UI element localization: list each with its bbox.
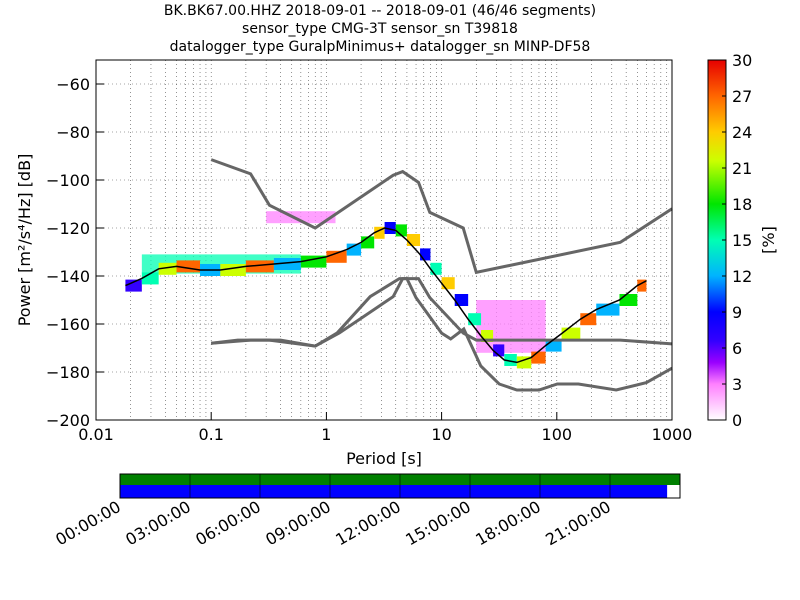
timeline-tick-label: 00:00:00 xyxy=(52,497,124,549)
colorbar-tick-label: 6 xyxy=(732,339,742,358)
colorbar-tick-label: 21 xyxy=(732,159,752,178)
colorbar-ticks: 0 3 6 9 12 15 18 21 24 27 30 xyxy=(722,51,752,430)
density-cell xyxy=(430,262,442,275)
chart-title: BK.BK67.00.HHZ 2018-09-01 -- 2018-09-01 … xyxy=(0,2,760,56)
timeline-bar: 00:00:0003:00:0006:00:0009:00:0012:00:00… xyxy=(52,473,681,549)
density-cell xyxy=(374,226,385,239)
y-tick-label: −180 xyxy=(46,363,90,382)
density-cell xyxy=(273,258,301,270)
density-cell xyxy=(158,262,177,275)
x-axis-label: Period [s] xyxy=(346,449,422,468)
colorbar-tick-label: 0 xyxy=(732,411,742,430)
colorbar-label: [%] xyxy=(759,226,778,254)
title-line-3: datalogger_type GuralpMinimus+ datalogge… xyxy=(169,39,591,55)
colorbar-tick-label: 9 xyxy=(732,303,742,322)
density-cell xyxy=(454,294,469,306)
timeline-tick-label: 12:00:00 xyxy=(332,497,404,549)
colorbar-tick-label: 15 xyxy=(732,231,752,250)
density-cell xyxy=(384,222,396,234)
noise-model-curves xyxy=(125,158,673,392)
segments-bar xyxy=(120,485,668,498)
timeline-tick-label: 21:00:00 xyxy=(542,497,614,549)
median-curve xyxy=(125,227,647,364)
x-tick-label: 0.01 xyxy=(78,425,114,444)
density-cell xyxy=(245,260,274,273)
x-tick-label: 10 xyxy=(431,425,451,444)
timeline-tick-label: 06:00:00 xyxy=(192,497,264,549)
density-band xyxy=(476,300,546,353)
colorbar-tick-label: 27 xyxy=(732,87,752,106)
y-tick-label: −60 xyxy=(56,75,90,94)
density-cell xyxy=(441,277,455,290)
x-tick-label: 1 xyxy=(321,425,331,444)
density-cell xyxy=(420,248,431,261)
density-cell xyxy=(406,234,421,246)
density-cell xyxy=(561,327,581,340)
density-cell xyxy=(637,279,647,292)
density-band xyxy=(266,211,336,224)
colorbar-tick-label: 3 xyxy=(732,375,742,394)
nhnm-curve xyxy=(210,158,673,275)
density-cell xyxy=(493,344,505,357)
density-cell xyxy=(468,313,482,326)
y-tick-label: −160 xyxy=(46,315,90,334)
x-tick-label: 1000 xyxy=(652,425,693,444)
plot-frame xyxy=(95,59,673,421)
grid xyxy=(96,60,672,421)
colorbar-tick-label: 30 xyxy=(732,51,752,70)
density-cell xyxy=(125,279,142,292)
density-cell xyxy=(346,243,362,256)
density-bands xyxy=(125,211,647,369)
y-tick-label: −140 xyxy=(46,267,90,286)
density-cell xyxy=(395,224,407,237)
timeline-tick-label: 03:00:00 xyxy=(122,497,194,549)
colorbar-tick-label: 12 xyxy=(732,267,752,286)
density-cell xyxy=(531,351,546,364)
timeline-tick-label: 09:00:00 xyxy=(262,497,334,549)
y-tick-label: −200 xyxy=(46,411,90,430)
density-cell xyxy=(326,250,347,263)
nlnm-curve xyxy=(211,277,673,392)
axes: 0.01 0.1 1 10 100 1000 −60 −80 −100 −120 −140 −160 −… xyxy=(46,75,692,444)
timeline-tick-label: 15:00:00 xyxy=(402,497,474,549)
x-tick-label: 100 xyxy=(542,425,573,444)
density-cell xyxy=(619,294,638,306)
title-line-1: BK.BK67.00.HHZ 2018-09-01 -- 2018-09-01 … xyxy=(163,3,597,19)
y-tick-label: −120 xyxy=(46,219,90,238)
y-axis-label: Power [m²/s⁴/Hz] [dB] xyxy=(15,154,34,327)
y-tick-label: −100 xyxy=(46,171,90,190)
density-cell xyxy=(504,354,517,366)
colorbar-tick-label: 24 xyxy=(732,123,752,142)
y-tick-label: −80 xyxy=(56,123,90,142)
colorbar-tick-label: 18 xyxy=(732,195,752,214)
title-line-2: sensor_type CMG-3T sensor_sn T39818 xyxy=(242,21,518,37)
timeline-tick-label: 18:00:00 xyxy=(472,497,544,549)
x-tick-label: 0.1 xyxy=(198,425,223,444)
